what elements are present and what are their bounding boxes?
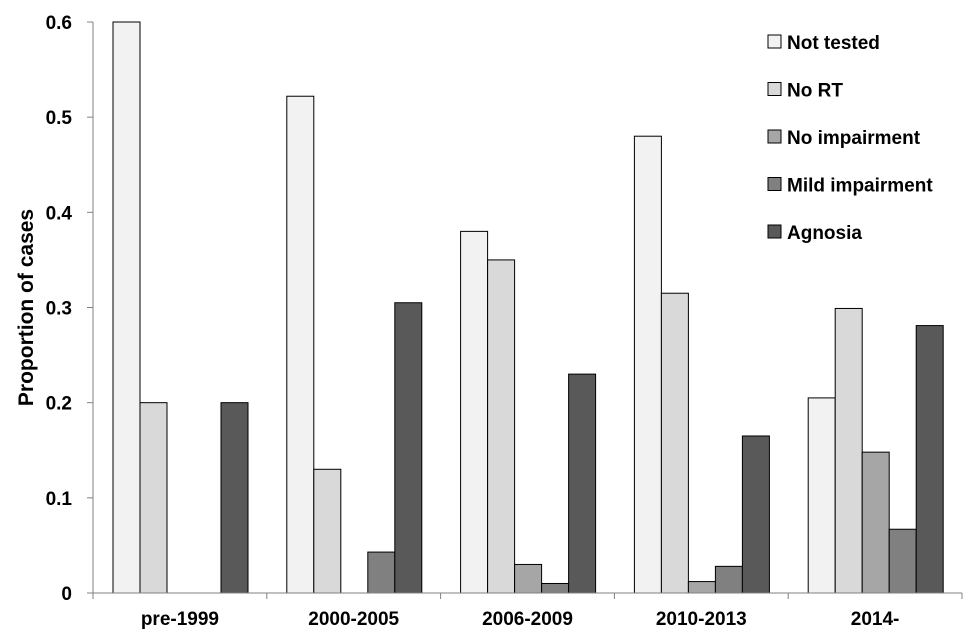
bars-layer [112,21,944,594]
y-axis-title: Proportion of cases [15,209,38,406]
legend: Not tested No RT No impairment Mild impairm… [767,33,933,244]
bar-not-tested-2006-2009 [460,230,489,594]
bar-no-rt-2014- [834,307,863,594]
y-tick-label: 0.5 [46,108,73,129]
bar-agnosia-2006-2009 [568,373,597,594]
bar-not-tested-pre-1999 [112,21,141,594]
bar-agnosia-2010-2013 [741,435,770,594]
bar-no-rt-pre-1999 [139,402,168,594]
x-tick-label: pre-1999 [141,609,219,630]
bar-not-tested-2010-2013 [633,135,662,594]
bar-mild-impairment-2010-2013 [714,565,743,594]
bar-no-impairment-2006-2009 [514,563,543,594]
bar-no-impairment-2010-2013 [687,581,716,594]
bar-mild-impairment-2014- [888,528,917,594]
bar-no-rt-2000-2005 [313,468,342,594]
legend-swatch-mild-impairment [767,177,782,191]
x-tick-label: 2010-2013 [656,609,747,630]
x-tick-label: 2014- [851,609,900,630]
legend-swatch-no-rt [767,82,782,96]
legend-label-mild-impairment: Mild impairment [787,176,933,197]
x-tick-label: 2000-2005 [308,609,399,630]
bar-agnosia-2014- [915,325,944,594]
legend-label-no-rt: No RT [787,81,843,102]
legend-swatch-no-impairment [767,129,782,144]
y-tick-label: 0.2 [46,394,72,415]
y-tick-label: 0.1 [46,489,73,510]
legend-label-agnosia: Agnosia [787,223,862,244]
axes-layer: 0 0.1 0.2 0.3 0.4 0.5 0.6 pre-1999 2000-2005 2006… [46,13,963,630]
bar-no-impairment-2014- [861,451,890,594]
legend-swatch-agnosia [767,224,782,239]
y-tick-label: 0 [61,584,72,605]
bar-mild-impairment-2000-2005 [367,551,396,594]
bar-mild-impairment-2006-2009 [541,582,570,594]
y-axis-title-group: Proportion of cases [15,209,38,406]
y-tick-label: 0.4 [46,203,73,224]
bar-not-tested-2014- [807,397,836,594]
legend-label-not-tested: Not tested [787,33,880,54]
bar-agnosia-2000-2005 [394,302,423,594]
y-tick-label: 0.3 [46,299,72,320]
bar-agnosia-pre-1999 [220,402,249,594]
bar-no-rt-2006-2009 [487,259,516,594]
legend-swatch-not-tested [767,34,782,49]
legend-label-no-impairment: No impairment [787,128,921,149]
x-tick-label: 2006-2009 [482,609,573,630]
bar-not-tested-2000-2005 [286,95,315,594]
bar-no-rt-2010-2013 [660,292,689,594]
y-tick-label: 0.6 [46,13,72,34]
